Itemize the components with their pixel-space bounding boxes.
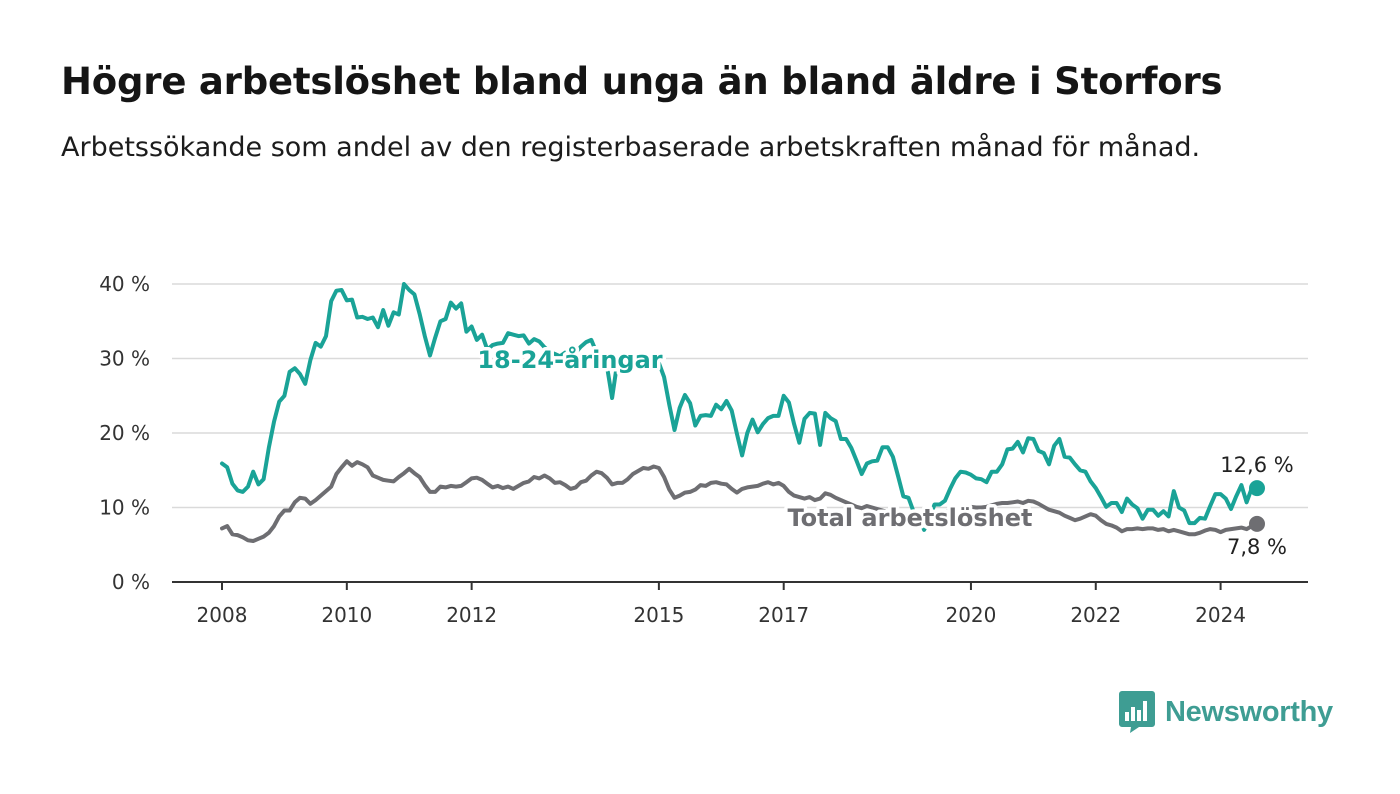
chart-subtitle: Arbetssökande som andel av den registerb… xyxy=(61,132,1201,163)
y-tick-label: 0 % xyxy=(112,570,150,594)
end-point-marker xyxy=(1249,480,1265,497)
y-tick-label: 10 % xyxy=(99,496,150,520)
x-tick-label: 2015 xyxy=(633,603,684,627)
x-tick-label: 2010 xyxy=(321,603,372,627)
y-tick-label: 40 % xyxy=(99,272,150,296)
end-value-label: 7,8 % xyxy=(1227,535,1287,559)
y-tick-label: 30 % xyxy=(99,347,150,371)
brand-logo: Newsworthy xyxy=(1119,691,1333,733)
end-point-marker xyxy=(1249,515,1265,532)
x-tick-label: 2020 xyxy=(945,603,996,627)
x-tick-label: 2024 xyxy=(1195,603,1246,627)
series-line xyxy=(220,459,1259,543)
series-label: 18-24-åringar xyxy=(477,345,662,374)
chart-title: Högre arbetslöshet bland unga än bland ä… xyxy=(61,60,1223,103)
series-line xyxy=(220,282,1259,532)
x-tick-label: 2008 xyxy=(197,603,248,627)
x-tick-label: 2017 xyxy=(758,603,809,627)
end-value-label: 12,6 % xyxy=(1220,453,1293,477)
x-tick-label: 2022 xyxy=(1070,603,1121,627)
bar-chart-icon xyxy=(1119,691,1155,733)
brand-name: Newsworthy xyxy=(1165,695,1333,728)
x-tick-label: 2012 xyxy=(446,603,497,627)
series-label: Total arbetslöshet xyxy=(787,504,1032,532)
y-tick-label: 20 % xyxy=(99,421,150,445)
